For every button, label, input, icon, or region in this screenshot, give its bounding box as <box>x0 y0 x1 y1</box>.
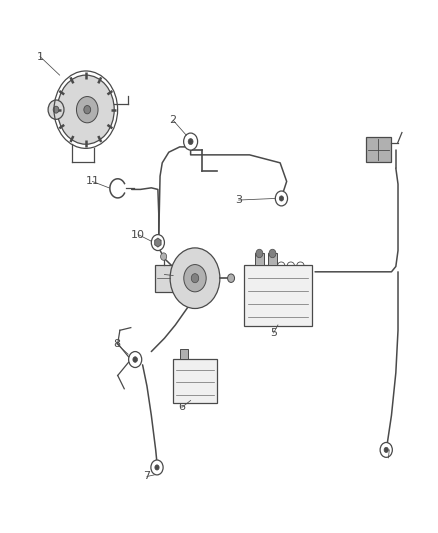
Circle shape <box>228 274 235 282</box>
Circle shape <box>84 106 91 114</box>
Circle shape <box>184 133 198 150</box>
Text: 6: 6 <box>178 402 185 413</box>
Circle shape <box>184 264 206 292</box>
Circle shape <box>151 460 163 475</box>
Bar <box>366 137 391 163</box>
Circle shape <box>380 442 392 457</box>
Text: 11: 11 <box>85 176 99 187</box>
Text: 4: 4 <box>386 445 393 455</box>
Circle shape <box>161 253 167 260</box>
Polygon shape <box>155 238 161 247</box>
Text: 7: 7 <box>143 472 151 481</box>
Bar <box>268 254 277 265</box>
Text: 9: 9 <box>161 270 168 279</box>
Circle shape <box>269 249 276 258</box>
Circle shape <box>384 447 389 453</box>
Text: 10: 10 <box>131 230 145 240</box>
Circle shape <box>170 248 220 309</box>
Bar <box>244 265 312 326</box>
Text: 3: 3 <box>235 195 242 205</box>
Circle shape <box>155 240 160 245</box>
Circle shape <box>188 139 193 144</box>
Text: 1: 1 <box>36 52 43 61</box>
Bar <box>255 254 264 265</box>
Circle shape <box>151 235 164 251</box>
Circle shape <box>133 357 138 362</box>
Circle shape <box>53 106 59 113</box>
Bar <box>180 350 187 359</box>
Text: 8: 8 <box>113 338 120 349</box>
Circle shape <box>191 273 199 282</box>
Circle shape <box>276 191 288 206</box>
Circle shape <box>129 352 142 368</box>
Circle shape <box>155 465 159 470</box>
Bar <box>173 359 217 402</box>
Text: 2: 2 <box>170 115 177 125</box>
Circle shape <box>77 96 98 123</box>
Bar <box>155 264 173 292</box>
Circle shape <box>256 249 263 258</box>
Circle shape <box>48 100 64 119</box>
Circle shape <box>279 196 283 201</box>
Text: 5: 5 <box>270 328 277 338</box>
Circle shape <box>57 75 114 144</box>
